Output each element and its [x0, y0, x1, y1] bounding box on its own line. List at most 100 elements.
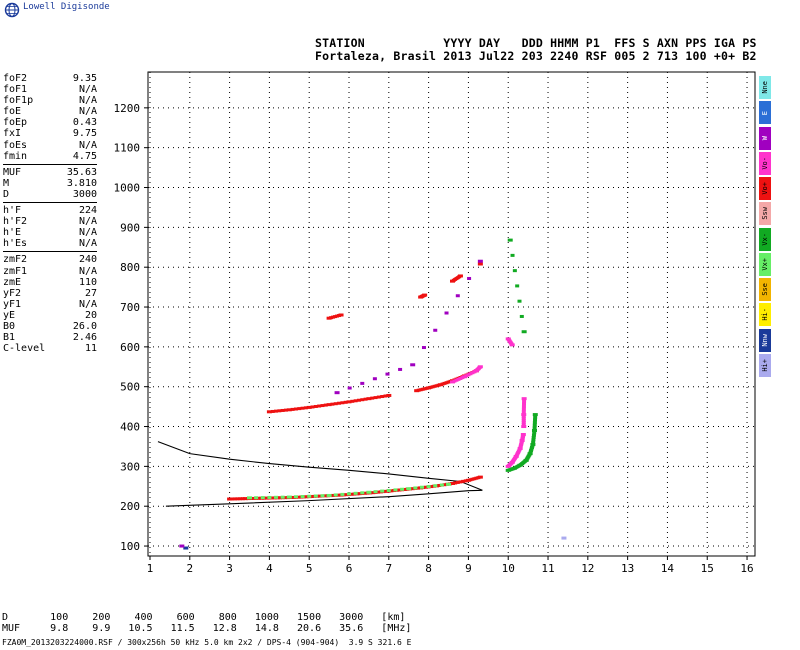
y-tick-label: 600 — [120, 341, 140, 354]
parameter-value: 20 — [84, 309, 97, 321]
parameter-name: M — [3, 177, 10, 189]
parameter-row-fof1p: foF1p N/A — [3, 95, 97, 106]
scaled-parameters-panel: foF2 9.35 foF1 N/A foF1p N/A foE N/A foEp 0.43 fxI… — [3, 73, 97, 354]
legend-item-nnw: Nnw — [759, 328, 771, 352]
parameter-name: foE — [3, 106, 22, 118]
echo-point — [458, 480, 463, 484]
echo-point — [346, 400, 352, 404]
file-info-footer: FZA0M_2013203224000.RSF / 300x256h 50 kH… — [2, 638, 412, 647]
echo-point — [317, 494, 322, 498]
legend-item-ssw: Ssw — [759, 202, 771, 226]
header-labels: STATION YYYY DAY DDD HHMM P1 FFS S AXN P… — [315, 36, 757, 50]
echo-point — [320, 404, 325, 408]
echo-point — [330, 402, 335, 406]
parameter-name: h'E — [3, 227, 22, 239]
echo-point — [270, 409, 275, 413]
legend-label: Hi+ — [761, 358, 769, 372]
echo-point — [476, 476, 481, 480]
parameter-value: N/A — [78, 216, 97, 228]
parameter-row-yf1: yF1 N/A — [3, 299, 97, 310]
echo-point — [410, 487, 415, 491]
legend-label: Nne — [761, 81, 769, 94]
parameter-name: h'F — [3, 205, 22, 217]
echo-point — [274, 495, 279, 499]
echo-point — [349, 492, 354, 496]
echo-point — [376, 490, 381, 494]
echo-point — [521, 397, 527, 401]
echo-point — [389, 489, 394, 493]
echo-point — [533, 418, 538, 422]
x-tick-label: 13 — [621, 562, 634, 575]
legend-item-himinus: Hi- — [759, 303, 771, 327]
x-tick-label: 3 — [226, 562, 233, 575]
parameter-row-yf2: yF2 27 — [3, 288, 97, 299]
parameter-name: foEp — [3, 117, 28, 129]
parameter-separator — [3, 163, 97, 165]
echo-point — [344, 493, 349, 497]
legend-label: Hi- — [761, 308, 769, 322]
parameter-value: 35.63 — [66, 166, 97, 178]
parameter-row-muf: MUF 35.63 — [3, 167, 97, 178]
echo-point — [437, 483, 442, 487]
echo-point — [529, 449, 534, 453]
echo-point — [230, 497, 235, 501]
legend-label: Vx- — [761, 232, 769, 246]
echo-point — [313, 494, 318, 498]
echo-point — [336, 493, 341, 497]
echo-point — [286, 495, 292, 499]
echo-point — [528, 450, 533, 454]
parameter-row-fof2: foF2 9.35 — [3, 73, 97, 84]
echo-point — [320, 494, 325, 498]
echo-point — [477, 262, 483, 266]
echo-point — [477, 365, 482, 369]
echo-point — [400, 487, 405, 491]
echo-point — [397, 488, 402, 492]
echo-point — [455, 294, 460, 298]
parameter-row-foes: foEs N/A — [3, 140, 97, 151]
echo-point — [421, 293, 426, 297]
echo-point — [517, 299, 522, 303]
echo-point — [423, 485, 428, 489]
echo-point — [509, 342, 514, 346]
brand-name: Lowell Digisonde — [23, 2, 110, 12]
digisonde-logo — [4, 2, 20, 18]
plot-frame — [147, 71, 756, 557]
echo-point — [300, 406, 305, 410]
parameter-value: 224 — [78, 205, 97, 217]
echo-point — [356, 398, 361, 402]
echo-point — [521, 407, 526, 411]
echo-point — [530, 444, 535, 448]
y-tick-label: 1200 — [114, 102, 141, 115]
echo-point — [455, 480, 460, 484]
echo-point — [317, 404, 322, 408]
echo-point — [306, 405, 312, 409]
echo-point — [254, 496, 259, 500]
echo-point — [477, 259, 483, 263]
parameter-row-hf: h'F 224 — [3, 205, 97, 216]
echo-point — [246, 496, 252, 500]
echo-point — [521, 330, 527, 334]
echo-point — [512, 269, 517, 273]
parameter-value: 27 — [84, 287, 97, 299]
polarization-legend: Nne E W Vo- Vo+ Ssw Vx- Vx+ Sse Hi- Nnw Hi+ — [759, 76, 771, 379]
echo-point — [366, 490, 372, 494]
parameter-row-foep: foEp 0.43 — [3, 117, 97, 128]
echo-point — [529, 446, 534, 450]
echo-point — [270, 496, 275, 500]
echo-point — [232, 497, 237, 501]
echo-point — [283, 408, 288, 412]
parameter-value: 3.810 — [66, 177, 97, 189]
parameter-name: MUF — [3, 166, 22, 178]
echo-point — [413, 486, 418, 490]
echo-point — [410, 363, 416, 367]
echo-point — [313, 404, 318, 408]
echo-point — [373, 490, 378, 494]
echo-point — [357, 492, 362, 496]
echo-point — [522, 402, 527, 406]
echo-point — [347, 492, 352, 496]
parameter-value: 3000 — [72, 188, 97, 200]
echo-point — [300, 495, 305, 499]
legend-item-hiplus: Hi+ — [759, 353, 771, 377]
echo-point — [419, 485, 424, 489]
parameter-name: h'F2 — [3, 216, 28, 228]
